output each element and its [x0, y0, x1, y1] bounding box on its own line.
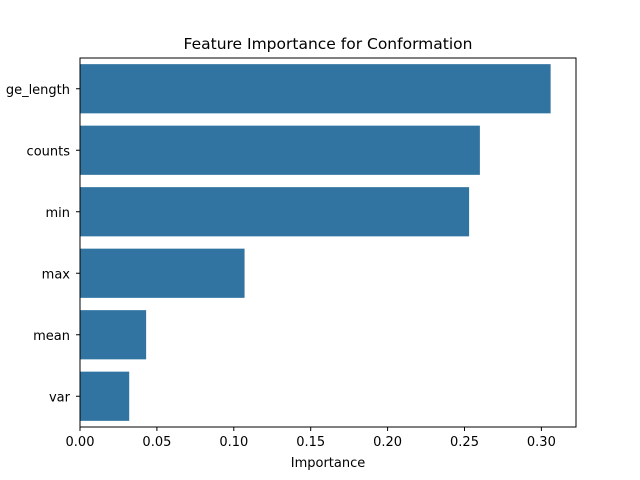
chart-title: Feature Importance for Conformation [184, 35, 473, 53]
bar-counts [80, 125, 480, 175]
x-tick-label: 0.30 [527, 435, 556, 450]
x-tick-label: 0.05 [142, 435, 171, 450]
x-tick-label: 0.20 [373, 435, 402, 450]
bar-var [80, 371, 130, 421]
bars-layer [80, 64, 551, 421]
x-axis-ticks: 0.00 0.05 0.10 0.15 0.20 0.25 0.30 [66, 427, 556, 450]
y-tick-label: ge_length [6, 83, 70, 98]
bar-ge-length [80, 64, 551, 114]
plot-frame [79, 57, 577, 428]
y-tick-label: min [45, 206, 70, 221]
x-tick-label: 0.00 [66, 435, 95, 450]
y-tick-label: counts [27, 144, 71, 159]
y-tick-label: max [42, 267, 71, 282]
bar-max [80, 248, 245, 298]
x-axis-label: Importance [291, 456, 366, 471]
bar-mean [80, 310, 147, 360]
x-tick-label: 0.25 [450, 435, 479, 450]
x-tick-label: 0.10 [219, 435, 248, 450]
y-tick-label: mean [33, 329, 70, 344]
y-tick-label: var [49, 390, 71, 405]
bar-min [80, 187, 470, 237]
x-tick-label: 0.15 [296, 435, 325, 450]
